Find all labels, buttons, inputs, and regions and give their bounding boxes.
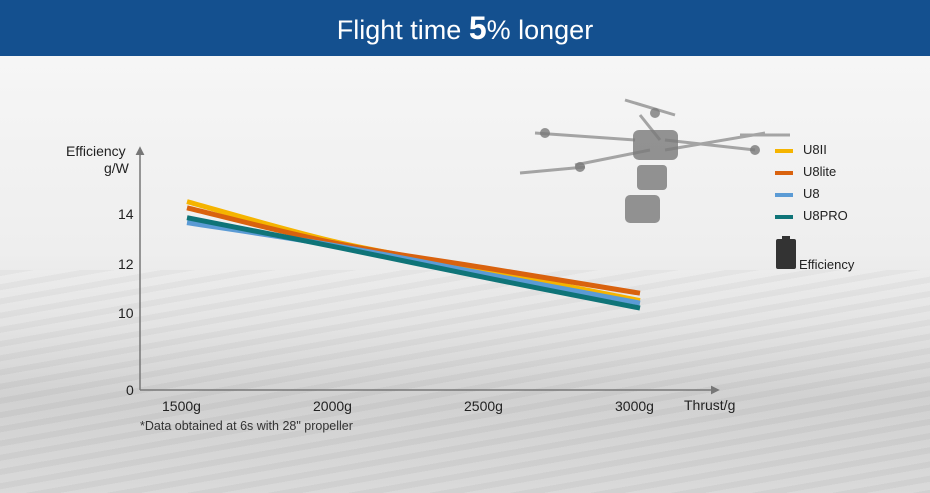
legend-swatch [775, 171, 793, 175]
footnote: *Data obtained at 6s with 28" propeller [140, 419, 353, 433]
banner-highlight: 5 [468, 10, 487, 46]
banner: Flight time 5% longer [0, 0, 930, 56]
legend-swatch [775, 215, 793, 219]
x-tick-label: 1500g [162, 398, 201, 414]
banner-prefix: Flight time [336, 15, 469, 45]
x-tick-label: 3000g [615, 398, 654, 414]
y-axis-label: Efficiency [66, 143, 126, 159]
drone-photo [519, 98, 790, 223]
legend-label: U8II [803, 142, 827, 157]
legend-swatch [775, 193, 793, 197]
y-tick-label: 10 [118, 305, 134, 321]
legend-swatch [775, 149, 793, 153]
legend-label: U8 [803, 186, 820, 201]
x-axis-label: Thrust/g [684, 397, 736, 413]
y-tick-label: 14 [118, 206, 134, 222]
battery-label: Efficiency [799, 257, 855, 272]
x-tick-label: 2500g [464, 398, 503, 414]
banner-suffix: % longer [486, 15, 594, 45]
legend-label: U8lite [803, 164, 837, 179]
series-line-u8ii [186, 199, 641, 304]
y-axis-unit: g/W [104, 160, 129, 176]
series-line-u8pro [186, 215, 641, 311]
legend-label: U8PRO [803, 208, 848, 223]
battery-icon [776, 236, 796, 269]
x-tick-label: 2000g [313, 398, 352, 414]
ground-texture [0, 270, 930, 493]
y-tick-label: 0 [126, 382, 134, 398]
series-line-u8lite [186, 205, 641, 296]
y-tick-label: 12 [118, 255, 134, 272]
